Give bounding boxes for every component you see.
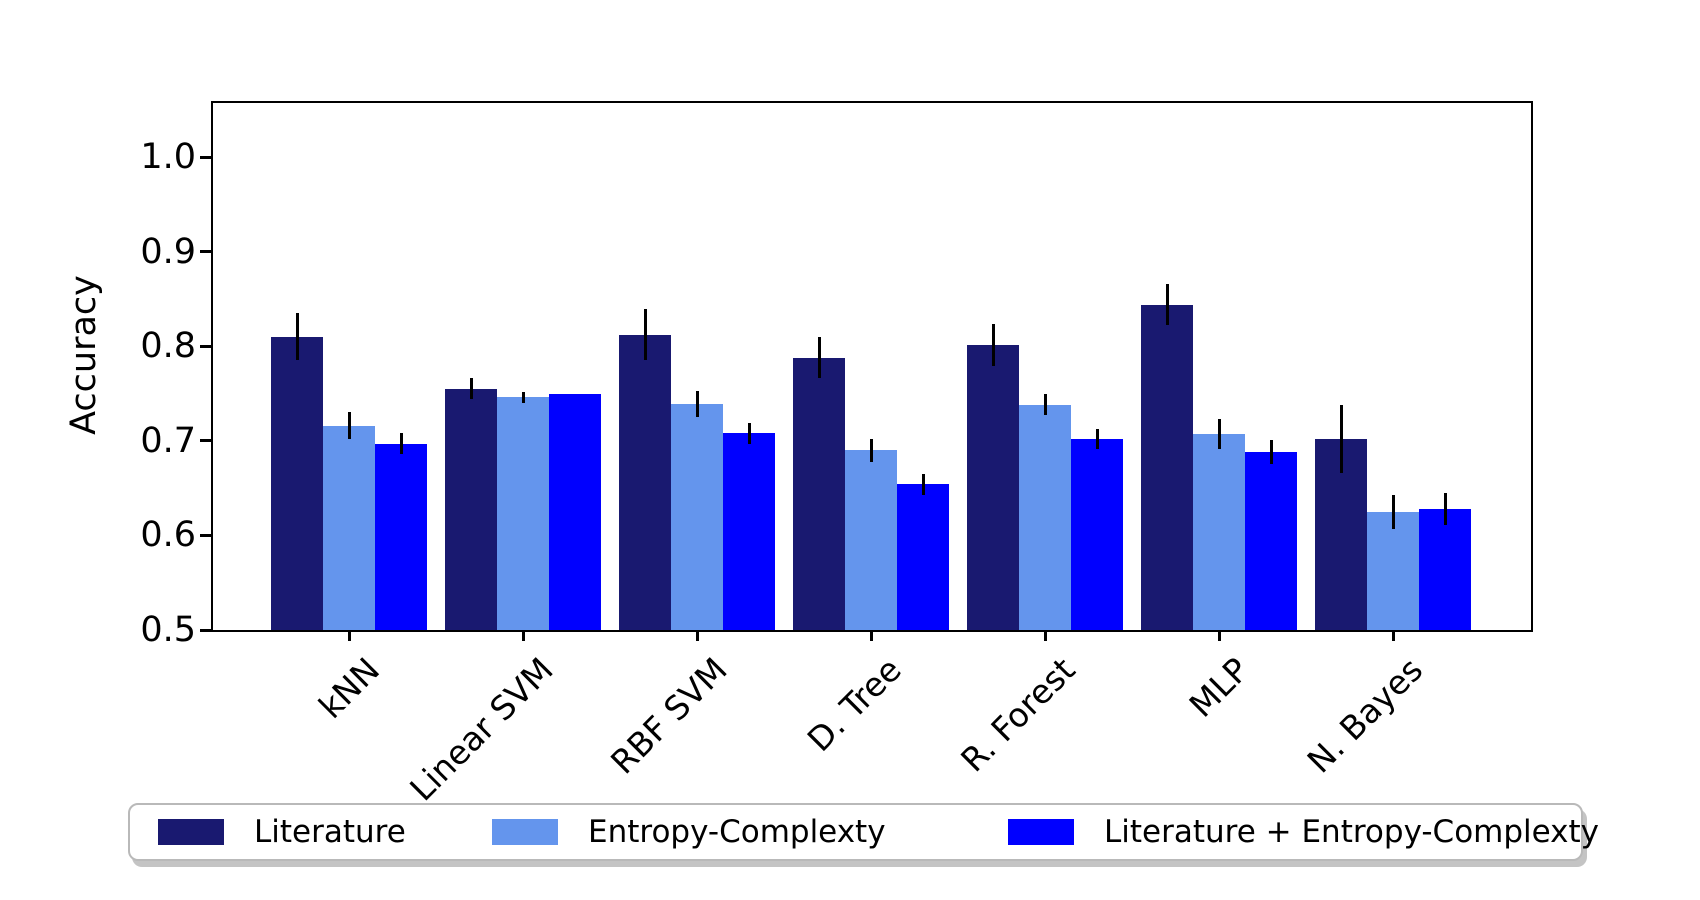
legend-item-literature-plus-entropy-complexty: Literature + Entropy-Complexty	[1008, 805, 1599, 859]
error-bar-entropy-complexty-mlp	[1217, 419, 1221, 450]
y-tick-label-0.6: 0.6	[140, 515, 196, 556]
error-bar-literature-r-forest	[991, 324, 995, 367]
bar-entropy-complexty-r-forest	[1019, 404, 1071, 630]
y-tick-label-0.8: 0.8	[140, 326, 196, 367]
y-tick-mark-0.6	[200, 533, 212, 537]
y-tick-mark-0.7	[200, 439, 212, 443]
bar-literature-entropy-complexty-mlp	[1245, 452, 1297, 630]
error-bar-entropy-complexty-linear-svm	[521, 391, 525, 403]
x-tick-label-knn: kNN	[310, 650, 387, 727]
legend-label-literature: Literature	[254, 814, 406, 850]
error-bar-entropy-complexty-r-forest	[1043, 394, 1047, 416]
x-tick-mark-mlp	[1217, 630, 1221, 641]
x-tick-mark-linear-svm	[521, 630, 525, 641]
bar-literature-linear-svm	[445, 388, 497, 630]
y-tick-mark-0.5	[200, 628, 212, 632]
legend-swatch-literature	[158, 819, 224, 845]
error-bar-literature-entropy-complexty-knn	[399, 433, 403, 455]
error-bar-literature-d-tree	[817, 336, 821, 379]
y-tick-mark-0.9	[200, 250, 212, 254]
x-tick-mark-knn	[347, 630, 351, 641]
bar-entropy-complexty-knn	[323, 425, 375, 630]
y-tick-label-0.7: 0.7	[140, 420, 196, 461]
bar-literature-entropy-complexty-linear-svm	[549, 393, 601, 630]
x-tick-label-linear-svm: Linear SVM	[402, 650, 561, 809]
legend-item-literature: Literature	[158, 805, 406, 859]
x-tick-label-rbf-svm: RBF SVM	[603, 650, 735, 782]
bar-literature-entropy-complexty-d-tree	[897, 484, 949, 630]
error-bar-literature-entropy-complexty-n-bayes	[1443, 492, 1447, 525]
error-bar-literature-n-bayes	[1339, 404, 1343, 473]
error-bar-entropy-complexty-knn	[347, 412, 351, 439]
y-tick-mark-1.0	[200, 155, 212, 159]
x-tick-label-d-tree: D. Tree	[799, 650, 909, 760]
error-bar-literature-linear-svm	[469, 378, 473, 400]
bar-literature-knn	[271, 336, 323, 630]
error-bar-entropy-complexty-n-bayes	[1391, 494, 1395, 529]
legend-swatch-literature-plus-entropy-complexty	[1008, 819, 1074, 845]
x-tick-mark-rbf-svm	[695, 630, 699, 641]
bar-literature-entropy-complexty-rbf-svm	[723, 433, 775, 630]
bar-entropy-complexty-n-bayes	[1367, 511, 1419, 630]
x-tick-mark-r-forest	[1043, 630, 1047, 641]
bar-literature-d-tree	[793, 357, 845, 630]
x-tick-label-n-bayes: N. Bayes	[1300, 650, 1431, 781]
legend-label-entropy-complexty: Entropy-Complexty	[588, 814, 886, 850]
error-bar-literature-entropy-complexty-rbf-svm	[747, 422, 751, 444]
bar-literature-rbf-svm	[619, 334, 671, 630]
error-bar-entropy-complexty-rbf-svm	[695, 390, 699, 418]
y-tick-mark-0.8	[200, 344, 212, 348]
x-tick-label-mlp: MLP	[1181, 650, 1257, 725]
error-bar-literature-entropy-complexty-mlp	[1269, 439, 1273, 465]
bar-entropy-complexty-linear-svm	[497, 397, 549, 630]
error-bar-literature-entropy-complexty-r-forest	[1095, 428, 1099, 450]
bar-literature-entropy-complexty-r-forest	[1071, 438, 1123, 630]
error-bar-entropy-complexty-d-tree	[869, 438, 873, 462]
legend: Literature Entropy-Complexty Literature …	[128, 803, 1599, 861]
x-tick-mark-n-bayes	[1391, 630, 1395, 641]
bar-entropy-complexty-rbf-svm	[671, 403, 723, 630]
legend-label-literature-plus-entropy-complexty: Literature + Entropy-Complexty	[1104, 814, 1600, 850]
legend-item-entropy-complexty: Entropy-Complexty	[492, 805, 886, 859]
legend-swatch-entropy-complexty	[492, 819, 558, 845]
bar-literature-r-forest	[967, 345, 1019, 630]
error-bar-literature-rbf-svm	[643, 309, 647, 361]
x-tick-label-r-forest: R. Forest	[953, 650, 1083, 780]
x-tick-mark-d-tree	[869, 630, 873, 641]
bar-literature-entropy-complexty-knn	[375, 443, 427, 630]
error-bar-literature-entropy-complexty-d-tree	[921, 473, 925, 495]
y-tick-label-0.5: 0.5	[140, 610, 196, 650]
bar-literature-entropy-complexty-n-bayes	[1419, 508, 1471, 630]
bar-literature-mlp	[1141, 304, 1193, 630]
bar-entropy-complexty-mlp	[1193, 434, 1245, 630]
y-tick-label-0.9: 0.9	[140, 231, 196, 272]
error-bar-literature-mlp	[1165, 283, 1169, 326]
error-bar-literature-knn	[295, 313, 299, 361]
bar-entropy-complexty-d-tree	[845, 450, 897, 630]
y-axis-label: Accuracy	[64, 275, 104, 435]
y-tick-label-1.0: 1.0	[140, 137, 196, 177]
